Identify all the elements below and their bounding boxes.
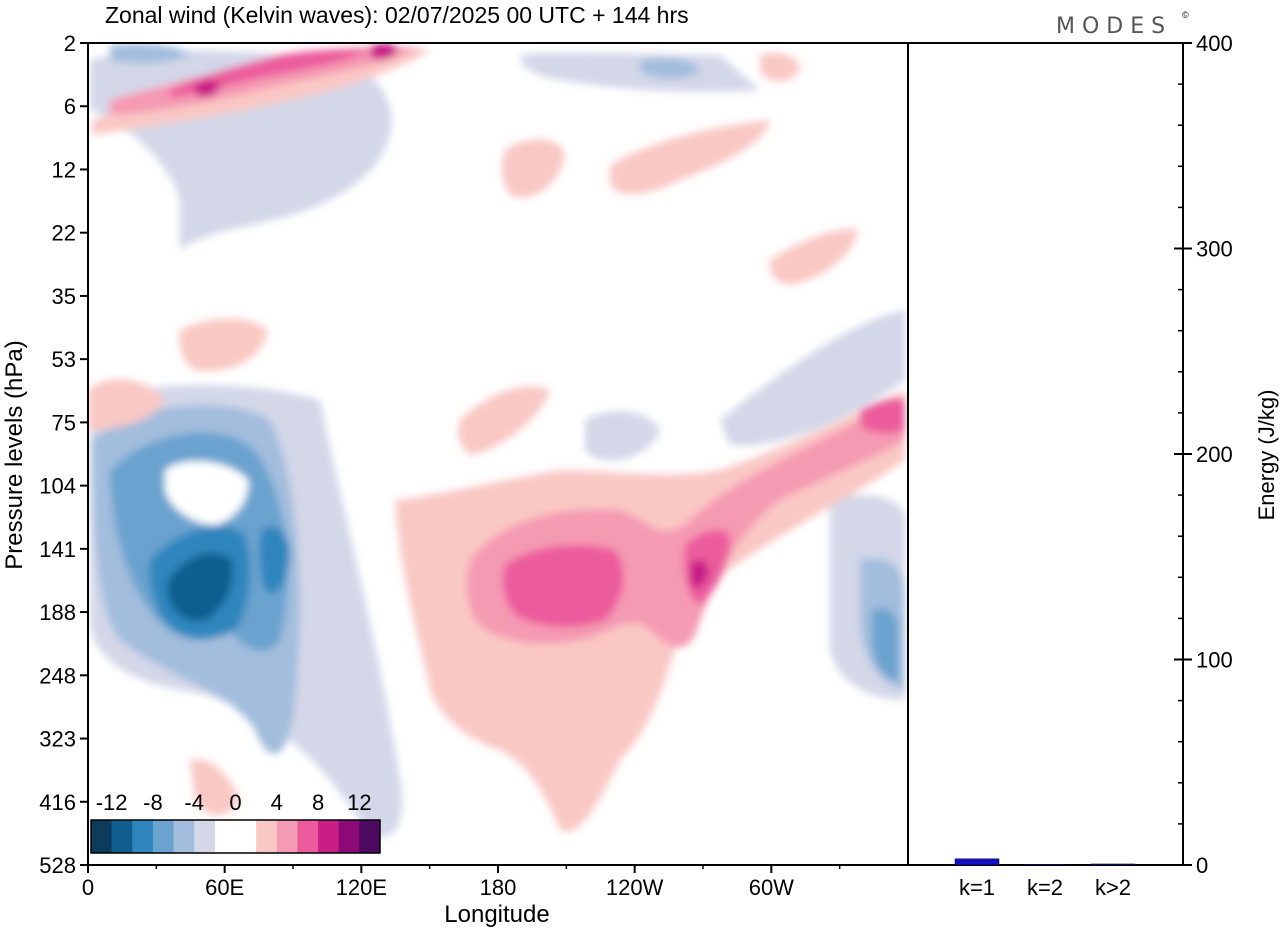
colorbar-swatch	[152, 820, 174, 853]
energy-frame	[907, 42, 1184, 866]
pos-light-region	[88, 379, 165, 430]
colorbar-tick-label: 0	[229, 790, 241, 815]
x-tick-label: 60W	[749, 875, 794, 900]
colorbar-tick-label: 8	[312, 790, 324, 815]
neg-faint-region	[520, 52, 760, 92]
x-tick-label: 60E	[205, 875, 244, 900]
modes-logo: MODES	[1056, 14, 1172, 39]
x-tick-label: 120W	[606, 875, 664, 900]
pos-strong-region	[860, 398, 905, 434]
colorbar-border	[90, 819, 381, 854]
pos-mid-region	[110, 46, 420, 115]
y-tick-label: 248	[39, 663, 76, 688]
chart-title: Zonal wind (Kelvin waves): 02/07/2025 00…	[105, 2, 689, 28]
colorbar-swatch	[276, 820, 298, 853]
colorbar	[90, 819, 381, 854]
y-tick-label: 75	[52, 410, 76, 435]
y-tick-label: 12	[52, 157, 76, 182]
energy-tick-label: 300	[1196, 237, 1233, 262]
pos-deep-region	[370, 43, 398, 60]
colorbar-swatch	[91, 820, 112, 853]
pos-light-region	[769, 229, 858, 285]
colorbar-tick-label: 4	[271, 790, 283, 815]
colorbar-swatch	[338, 820, 360, 853]
colorbar-swatch	[194, 820, 216, 853]
pos-light-region	[458, 386, 550, 455]
y-tick-label: 188	[39, 600, 76, 625]
neg-faint-region	[585, 411, 660, 461]
energy-bar	[1022, 864, 1068, 866]
energy-category-label: k=2	[1027, 875, 1063, 900]
y-tick-label: 22	[52, 221, 76, 246]
energy-bar	[954, 858, 1000, 866]
y-tick-label: 35	[52, 284, 76, 309]
pos-light-region	[179, 318, 268, 371]
neg-light-region	[640, 58, 700, 79]
y-tick-label: 141	[39, 537, 76, 562]
energy-tick-label: 100	[1196, 648, 1233, 673]
energy-category-label: k>2	[1095, 875, 1131, 900]
colorbar-swatch	[318, 820, 340, 853]
energy-tick-label: 400	[1196, 31, 1233, 56]
x-tick-label: 180	[480, 875, 517, 900]
logo-mark: ©	[1182, 10, 1189, 20]
colorbar-labels: -12 -8 -4 0 4 8 12	[96, 790, 372, 815]
pos-deep-region	[690, 559, 709, 589]
x-axis-title: Longitude	[444, 901, 549, 928]
pos-light-region	[190, 759, 240, 815]
colorbar-swatch	[297, 820, 319, 853]
y-tick-label: 53	[52, 347, 76, 372]
pressure-axis: 2 6 12 22 35 53 75 104 141 188 248 323 416 528	[39, 31, 88, 878]
colorbar-tick-label: -12	[96, 790, 128, 815]
x-tick-label: 0	[82, 875, 94, 900]
colorbar-swatch	[132, 820, 154, 853]
neg-faint-region	[720, 310, 905, 446]
colorbar-swatch	[173, 820, 195, 853]
energy-bar	[1090, 863, 1136, 866]
energy-bars: k=1 k=2 k>2	[954, 858, 1136, 900]
x-tick-label: 120E	[336, 875, 387, 900]
colorbar-swatch	[256, 820, 278, 853]
colorbar-tick-label: -8	[143, 790, 163, 815]
energy-category-label: k=1	[959, 875, 995, 900]
neg-darkest-region	[168, 552, 233, 621]
y-tick-label: 416	[39, 790, 76, 815]
pos-strong-region	[502, 545, 624, 627]
y-tick-label: 528	[39, 853, 76, 878]
pos-light-region	[760, 53, 800, 82]
energy-tick-label: 200	[1196, 442, 1233, 467]
pos-deep-region	[195, 80, 220, 98]
y-axis-title: Pressure levels (hPa)	[1, 340, 28, 569]
energy-axis: 0 100 200 300 400	[1174, 31, 1233, 878]
neg-strong-region	[259, 527, 290, 594]
pos-light-region	[501, 139, 565, 198]
y-tick-label: 6	[64, 94, 76, 119]
colorbar-swatch	[111, 820, 133, 853]
pos-light-region	[610, 120, 770, 195]
colorbar-swatch	[235, 820, 257, 853]
contour-field	[88, 43, 905, 837]
colorbar-tick-label: -4	[184, 790, 204, 815]
y-tick-label: 2	[64, 31, 76, 56]
energy-tick-label: 0	[1196, 853, 1208, 878]
colorbar-tick-label: 12	[347, 790, 371, 815]
colorbar-swatch	[359, 820, 381, 853]
longitude-axis: 0 60E 120E 180 120W 60W	[82, 865, 841, 900]
y-tick-label: 323	[39, 727, 76, 752]
energy-axis-title: Energy (J/kg)	[1254, 390, 1279, 521]
y-tick-label: 104	[39, 474, 76, 499]
neg-mid-region	[872, 608, 898, 680]
neg-light-region	[110, 43, 190, 64]
zero-region	[165, 461, 249, 525]
pos-strong-region	[170, 49, 370, 98]
colorbar-swatch	[214, 820, 236, 853]
